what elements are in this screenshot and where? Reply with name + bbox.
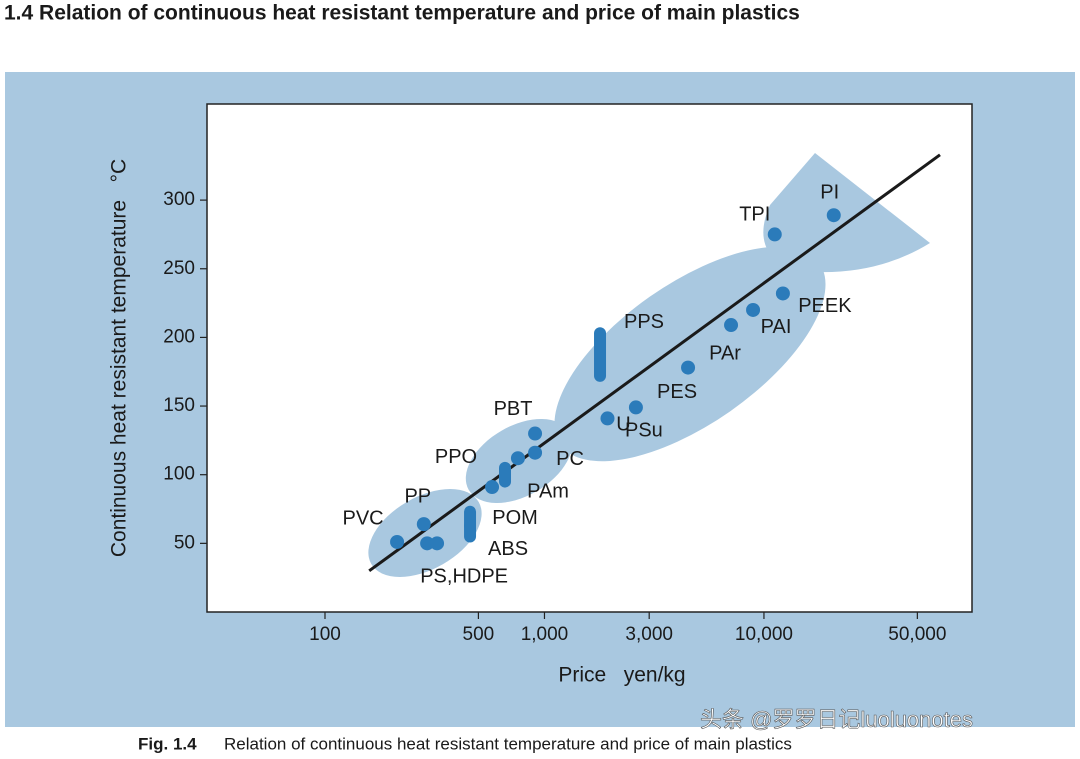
- x-tick-label: 1,000: [521, 624, 569, 645]
- point-label: PVC: [343, 507, 384, 529]
- caption-text: Relation of continuous heat resistant te…: [224, 734, 792, 753]
- point: [775, 286, 790, 301]
- x-axis-label: Price yen/kg: [558, 664, 685, 687]
- point-label: PAm: [527, 480, 569, 502]
- region: [763, 153, 930, 273]
- point-label: PEEK: [798, 295, 852, 317]
- point-label: PES: [657, 381, 697, 403]
- point-label: PPO: [435, 446, 477, 468]
- point: [390, 534, 405, 549]
- point: [746, 302, 761, 317]
- watermark: 头条 @罗罗日记luoluonotes: [700, 707, 973, 732]
- point: [600, 411, 615, 426]
- y-tick-label: 50: [174, 532, 195, 553]
- x-tick-label: 50,000: [888, 624, 946, 645]
- point-label: U: [616, 414, 630, 436]
- point: [767, 227, 782, 242]
- point-label: PI: [820, 181, 839, 203]
- point-label: PP: [404, 485, 431, 507]
- point-label: PBT: [494, 398, 533, 420]
- y-axis-label: Continuous heat resistant temperature °C: [108, 159, 131, 557]
- point: [420, 536, 435, 551]
- y-tick-label: 300: [163, 189, 195, 210]
- point: [485, 480, 500, 495]
- y-tick-label: 150: [163, 395, 195, 416]
- point: [528, 445, 543, 460]
- point-label: PSu: [625, 420, 663, 442]
- point-label: PAr: [709, 342, 741, 364]
- x-tick-label: 500: [463, 624, 495, 645]
- page-title: 1.4 Relation of continuous heat resistan…: [4, 2, 800, 25]
- point: [430, 536, 445, 551]
- y-tick-label: 100: [163, 464, 195, 485]
- x-tick-label: 100: [309, 624, 341, 645]
- point: [510, 451, 525, 466]
- y-tick-label: 250: [163, 258, 195, 279]
- point: [724, 318, 739, 333]
- point-label: TPI: [739, 204, 770, 226]
- point: [681, 360, 696, 375]
- x-tick-label: 10,000: [735, 624, 793, 645]
- region: [554, 246, 826, 462]
- point: [528, 426, 543, 441]
- point: [416, 517, 431, 532]
- point-label: ABS: [488, 538, 528, 560]
- point-label: PPS: [624, 311, 664, 333]
- point-label: PC: [556, 448, 584, 470]
- point-label: POM: [492, 507, 538, 529]
- point: [628, 400, 643, 415]
- caption-label: Fig. 1.4: [138, 734, 197, 753]
- x-tick-label: 3,000: [625, 624, 673, 645]
- trend-line: [368, 153, 941, 573]
- y-tick-label: 200: [163, 326, 195, 347]
- point-label: PS,HDPE: [420, 566, 508, 588]
- point-label: PAI: [761, 316, 792, 338]
- point: [826, 208, 841, 223]
